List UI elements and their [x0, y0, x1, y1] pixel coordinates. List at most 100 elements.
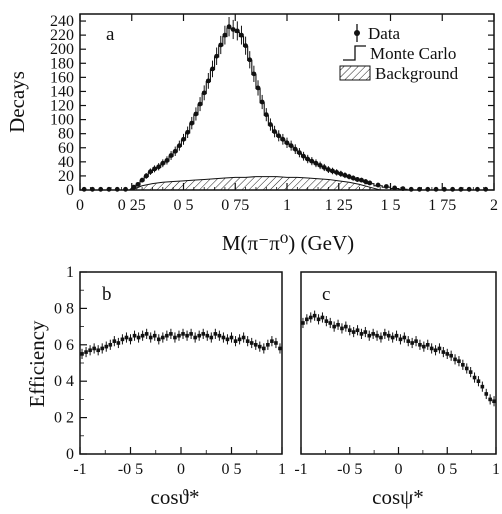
data-point [123, 186, 128, 192]
efficiency-point [124, 335, 129, 340]
x-tick-label: -0 5 [118, 461, 143, 478]
x-tick-label: 0 [395, 461, 403, 478]
efficiency-point [340, 326, 344, 331]
panel-b-y-axis-label: Efficiency [25, 320, 49, 408]
y-tick-label: 240 [50, 13, 74, 30]
efficiency-point [433, 348, 438, 353]
panel-c-letter: c [322, 284, 330, 305]
efficiency-point [367, 333, 372, 338]
data-point [363, 179, 369, 184]
x-tick-label: 1 25 [325, 197, 353, 214]
data-point [156, 164, 162, 170]
efficiency-point [414, 339, 418, 343]
y-tick-label: 0 [66, 182, 74, 199]
efficiency-point [245, 339, 250, 343]
data-point [317, 162, 323, 168]
data-point [131, 184, 137, 190]
efficiency-point [209, 335, 214, 340]
x-tick-label: -0 5 [337, 461, 362, 478]
data-point [297, 150, 302, 156]
data-point [185, 129, 191, 135]
efficiency-point [425, 343, 430, 347]
efficiency-point [347, 328, 352, 333]
efficiency-point [112, 339, 117, 343]
data-point [334, 170, 340, 175]
efficiency-point [441, 350, 446, 354]
y-tick-label: 100 [50, 112, 74, 129]
data-point [90, 186, 95, 192]
data-point [210, 66, 215, 72]
efficiency-point [312, 313, 317, 318]
efficiency-point [305, 317, 309, 322]
data-point [313, 160, 319, 166]
efficiency-point [173, 335, 177, 340]
efficiency-point [332, 324, 336, 329]
efficiency-point [394, 333, 399, 338]
efficiency-point [437, 346, 442, 351]
efficiency-point [120, 337, 125, 342]
efficiency-point [464, 366, 469, 371]
y-tick-label: 0 6 [54, 337, 74, 354]
data-point [272, 129, 277, 134]
panel-c-x-axis-label: cosψ* [372, 485, 424, 509]
efficiency-point [181, 332, 185, 336]
data-point [383, 184, 389, 189]
efficiency-point [406, 339, 411, 343]
y-tick-label: 160 [50, 69, 74, 86]
y-tick-label: 20 [58, 168, 74, 185]
data-point [309, 158, 315, 164]
efficiency-point [301, 321, 305, 325]
data-point [346, 174, 352, 180]
efficiency-point [336, 322, 340, 327]
data-point [305, 156, 311, 162]
efficiency-point [148, 335, 153, 340]
efficiency-point [383, 332, 387, 336]
efficiency-point [402, 335, 407, 340]
efficiency-point [177, 333, 181, 338]
efficiency-point [253, 343, 258, 347]
data-point [321, 165, 327, 170]
efficiency-point [128, 337, 133, 342]
efficiency-point [156, 337, 161, 342]
efficiency-point [262, 346, 266, 351]
efficiency-point [201, 332, 206, 336]
efficiency-point [92, 346, 96, 351]
data-point [243, 43, 249, 49]
efficiency-point [488, 397, 492, 402]
data-point [433, 186, 439, 192]
data-point [354, 177, 360, 182]
efficiency-point [274, 341, 278, 345]
panel-a-y-axis-label: Decays [5, 71, 29, 133]
legend-data-marker [354, 24, 360, 42]
efficiency-point [355, 328, 360, 333]
efficiency-point [189, 332, 193, 336]
x-tick-label: -1 [294, 461, 307, 478]
y-tick-label: 180 [50, 55, 74, 72]
data-point [189, 120, 195, 126]
data-point [81, 186, 87, 192]
data-point [417, 186, 422, 192]
data-point [483, 186, 489, 192]
data-point [292, 146, 298, 152]
efficiency-point [237, 337, 242, 342]
efficiency-point [116, 341, 121, 345]
efficiency-point [270, 339, 274, 343]
efficiency-point [375, 333, 379, 338]
y-tick-label: 0 [66, 446, 74, 463]
efficiency-point [344, 324, 348, 329]
efficiency-point [80, 352, 84, 356]
efficiency-point [480, 384, 485, 389]
background-hatched-area [131, 176, 381, 191]
data-point [176, 143, 182, 149]
data-point [301, 153, 306, 159]
efficiency-point [398, 337, 403, 342]
data-point [367, 180, 373, 186]
y-tick-label: 200 [50, 41, 74, 58]
data-point [139, 177, 145, 183]
efficiency-point [152, 333, 157, 338]
legend-label-data: Data [368, 24, 401, 43]
data-point [143, 173, 149, 179]
efficiency-point [328, 321, 333, 325]
